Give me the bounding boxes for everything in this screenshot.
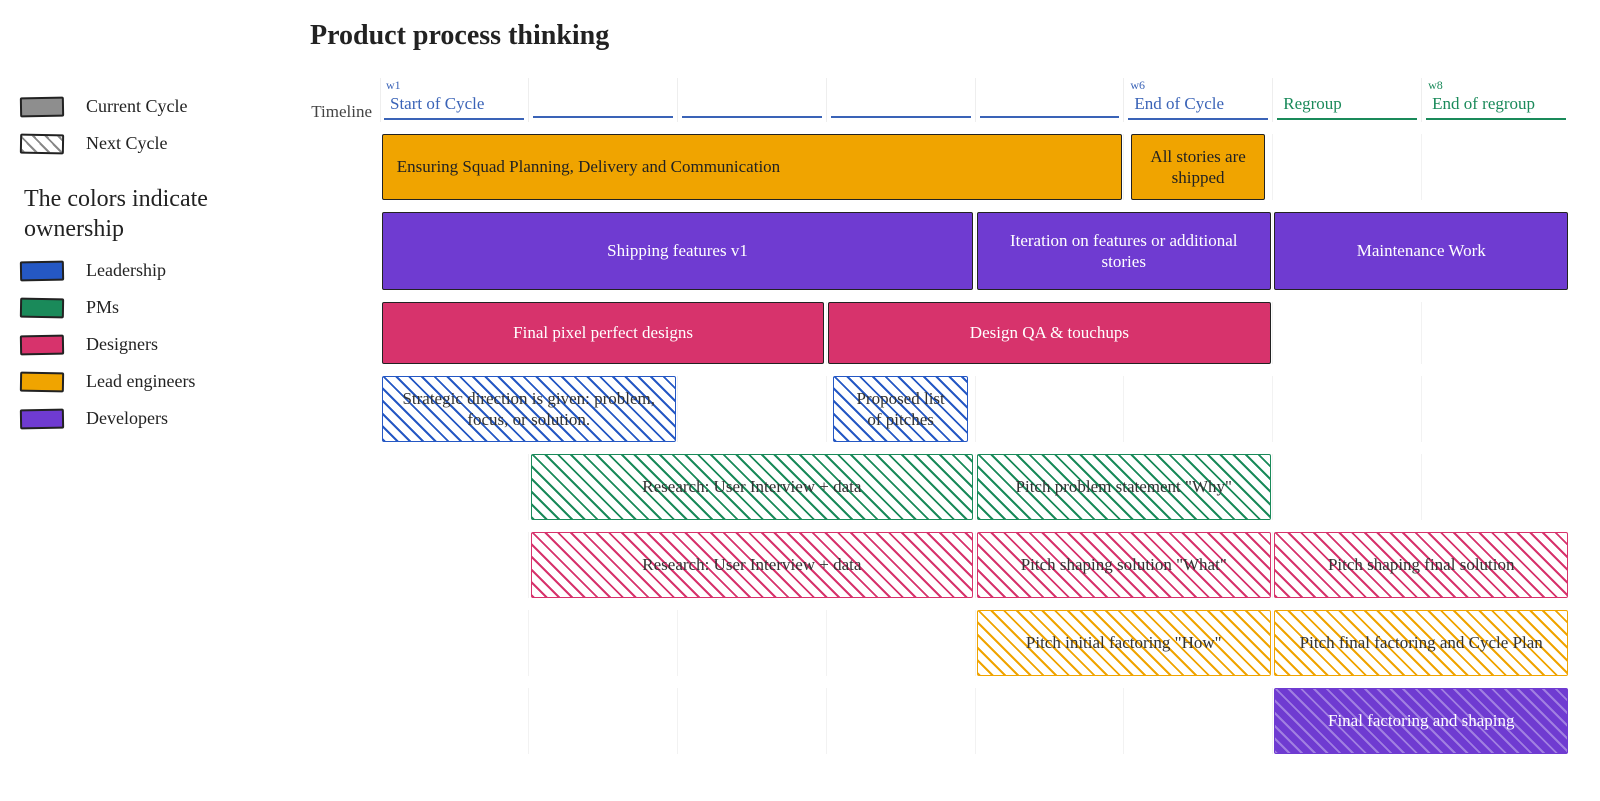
gantt-bar: Pitch shaping final solution xyxy=(1274,532,1568,598)
column-label xyxy=(682,92,822,118)
legend-label: Developers xyxy=(86,408,168,429)
legend-label: Designers xyxy=(86,334,158,355)
gantt-bar: Final factoring and shaping xyxy=(1274,688,1568,754)
gantt-bar: Pitch final factoring and Cycle Plan xyxy=(1274,610,1568,676)
cycle-legend-item: Next Cycle xyxy=(20,133,300,154)
gantt-bar: Research: User Interview + data xyxy=(531,532,974,598)
legend-label: PMs xyxy=(86,297,119,318)
bar-label: Final pixel perfect designs xyxy=(513,322,693,343)
gantt-row: Final factoring and shaping xyxy=(380,688,1570,754)
bar-label: Proposed list of pitches xyxy=(848,388,952,431)
legend-panel: Current Cycle Next Cycle The colors indic… xyxy=(20,20,300,445)
gantt-row: Research: User Interview + data Pitch sha… xyxy=(380,532,1570,598)
gantt-bar: Final pixel perfect designs xyxy=(382,302,825,364)
column-label xyxy=(980,92,1120,118)
bar-label: Iteration on features or additional stor… xyxy=(992,230,1256,273)
gantt-bar: Shipping features v1 xyxy=(382,212,973,290)
timeline-column xyxy=(678,78,827,122)
week-tag: w8 xyxy=(1422,78,1570,92)
week-tag: w6 xyxy=(1124,78,1272,92)
ownership-caption: The colors indicate ownership xyxy=(24,184,300,244)
page: Current Cycle Next Cycle The colors indic… xyxy=(20,20,1570,754)
bar-label: All stories are shipped xyxy=(1146,146,1250,189)
timeline-column xyxy=(827,78,976,122)
owner-legend-item: Leadership xyxy=(20,260,300,281)
color-swatch xyxy=(20,334,64,355)
column-label xyxy=(831,92,971,118)
bar-label: Pitch final factoring and Cycle Plan xyxy=(1300,632,1543,653)
gantt-row: Pitch initial factoring "How" Pitch final… xyxy=(380,610,1570,676)
gantt-bar: Strategic direction is given: problem, f… xyxy=(382,376,676,442)
legend-label: Lead engineers xyxy=(86,371,195,392)
legend-label: Current Cycle xyxy=(86,96,187,117)
gantt-row: Research: User Interview + data Pitch pro… xyxy=(380,454,1570,520)
timeline-column: w8End of regroup xyxy=(1422,78,1570,122)
gantt-row: Ensuring Squad Planning, Delivery and Co… xyxy=(380,134,1570,200)
gantt-row: Strategic direction is given: problem, f… xyxy=(380,376,1570,442)
week-tag xyxy=(529,78,677,92)
solid-swatch xyxy=(20,96,64,117)
bar-label: Final factoring and shaping xyxy=(1328,710,1515,731)
owner-legend-item: Developers xyxy=(20,408,300,429)
column-label: Start of Cycle xyxy=(384,92,524,120)
gantt-bar: Proposed list of pitches xyxy=(833,376,967,442)
hatch-swatch xyxy=(20,133,64,154)
color-swatch xyxy=(20,371,64,392)
week-tag xyxy=(827,78,975,92)
bar-label: Pitch problem statement "Why" xyxy=(1016,476,1232,497)
gantt-row: Final pixel perfect designs Design QA & t… xyxy=(380,302,1570,364)
gantt-bar: Maintenance Work xyxy=(1274,212,1568,290)
column-label xyxy=(533,92,673,118)
timeline-header: Timeline w1Start of Cyclew6End of CycleR… xyxy=(300,78,1570,122)
color-swatch xyxy=(20,297,64,318)
timeline-column: Regroup xyxy=(1273,78,1422,122)
gantt-bar: Pitch shaping solution "What" xyxy=(977,532,1271,598)
week-tag xyxy=(678,78,826,92)
bar-label: Pitch shaping solution "What" xyxy=(1021,554,1227,575)
owner-legend-item: PMs xyxy=(20,297,300,318)
chart-area: Product process thinking Timeline w1Star… xyxy=(300,20,1570,754)
owner-legend-item: Lead engineers xyxy=(20,371,300,392)
week-tag: w1 xyxy=(380,78,528,92)
legend-label: Leadership xyxy=(86,260,166,281)
gantt-bar: Design QA & touchups xyxy=(828,302,1271,364)
timeline-column xyxy=(976,78,1125,122)
cycle-legend-item: Current Cycle xyxy=(20,96,300,117)
bar-label: Maintenance Work xyxy=(1357,240,1486,261)
timeline-column xyxy=(529,78,678,122)
week-tag xyxy=(976,78,1124,92)
gantt-bar: Iteration on features or additional stor… xyxy=(977,212,1271,290)
gantt-rows: Ensuring Squad Planning, Delivery and Co… xyxy=(300,134,1570,754)
gantt-bar: Research: User Interview + data xyxy=(531,454,974,520)
timeline-column: w6End of Cycle xyxy=(1124,78,1273,122)
gantt-bar: Ensuring Squad Planning, Delivery and Co… xyxy=(382,134,1122,200)
bar-label: Research: User Interview + data xyxy=(642,476,861,497)
column-label: End of Cycle xyxy=(1128,92,1268,120)
bar-label: Pitch initial factoring "How" xyxy=(1026,632,1222,653)
legend-label: Next Cycle xyxy=(86,133,167,154)
gantt-bar: Pitch problem statement "Why" xyxy=(977,454,1271,520)
bar-label: Shipping features v1 xyxy=(607,240,748,261)
timeline-label: Timeline xyxy=(300,78,380,122)
bar-label: Strategic direction is given: problem, f… xyxy=(397,388,661,431)
gantt-row: Shipping features v1 Iteration on feature… xyxy=(380,212,1570,290)
column-label: Regroup xyxy=(1277,92,1417,120)
week-tag xyxy=(1273,78,1421,92)
gantt-bar: Pitch initial factoring "How" xyxy=(977,610,1271,676)
color-swatch xyxy=(20,408,64,429)
gantt-bar: All stories are shipped xyxy=(1131,134,1265,200)
bar-label: Design QA & touchups xyxy=(970,322,1129,343)
page-title: Product process thinking xyxy=(310,20,1570,52)
color-swatch xyxy=(20,260,64,281)
column-label: End of regroup xyxy=(1426,92,1566,120)
bar-label: Research: User Interview + data xyxy=(642,554,861,575)
bar-label: Ensuring Squad Planning, Delivery and Co… xyxy=(397,156,780,177)
timeline-column: w1Start of Cycle xyxy=(380,78,529,122)
owner-legend-item: Designers xyxy=(20,334,300,355)
bar-label: Pitch shaping final solution xyxy=(1328,554,1515,575)
